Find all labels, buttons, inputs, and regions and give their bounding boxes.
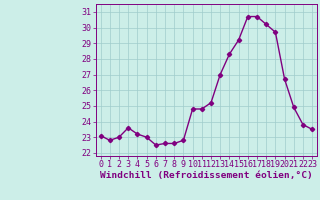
X-axis label: Windchill (Refroidissement éolien,°C): Windchill (Refroidissement éolien,°C)	[100, 171, 313, 180]
